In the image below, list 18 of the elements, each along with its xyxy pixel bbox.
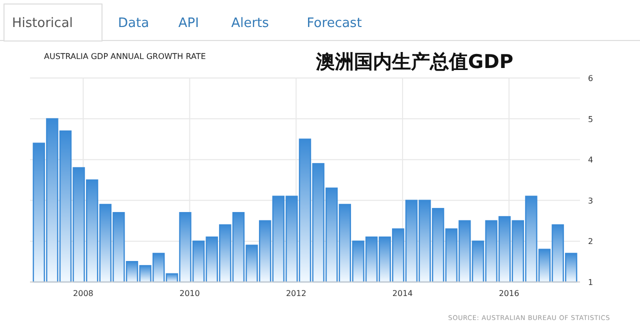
chart-title: AUSTRALIA GDP ANNUAL GROWTH RATE bbox=[44, 52, 206, 61]
chart-subtitle: 澳洲国内生产总值GDP bbox=[315, 51, 514, 73]
text: API bbox=[178, 16, 199, 31]
x-tick-label: 2014 bbox=[392, 289, 413, 298]
y-tick-label: 6 bbox=[588, 74, 594, 83]
x-tick-label: 2012 bbox=[286, 289, 306, 298]
text: Data bbox=[118, 16, 150, 31]
y-tick-label: 5 bbox=[588, 114, 594, 124]
x-tick-label: 2016 bbox=[498, 289, 520, 298]
y-tick-label: 2 bbox=[588, 237, 594, 246]
x-tick-label: 2010 bbox=[180, 289, 200, 298]
text: Historical bbox=[12, 16, 73, 31]
x-tick-label: 2008 bbox=[73, 289, 94, 298]
y-tick-label: 1 bbox=[588, 278, 594, 287]
y-tick-label: 4 bbox=[588, 156, 594, 165]
text: Forecast bbox=[306, 16, 362, 31]
y-tick-label: 3 bbox=[588, 196, 594, 206]
text: Alerts bbox=[231, 16, 270, 31]
